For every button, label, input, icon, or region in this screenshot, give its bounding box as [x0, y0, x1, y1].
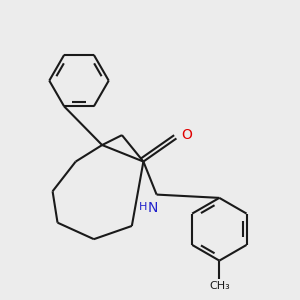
- Text: O: O: [182, 128, 192, 142]
- Text: CH₃: CH₃: [209, 281, 230, 291]
- Text: H: H: [139, 202, 147, 212]
- Text: N: N: [148, 201, 158, 215]
